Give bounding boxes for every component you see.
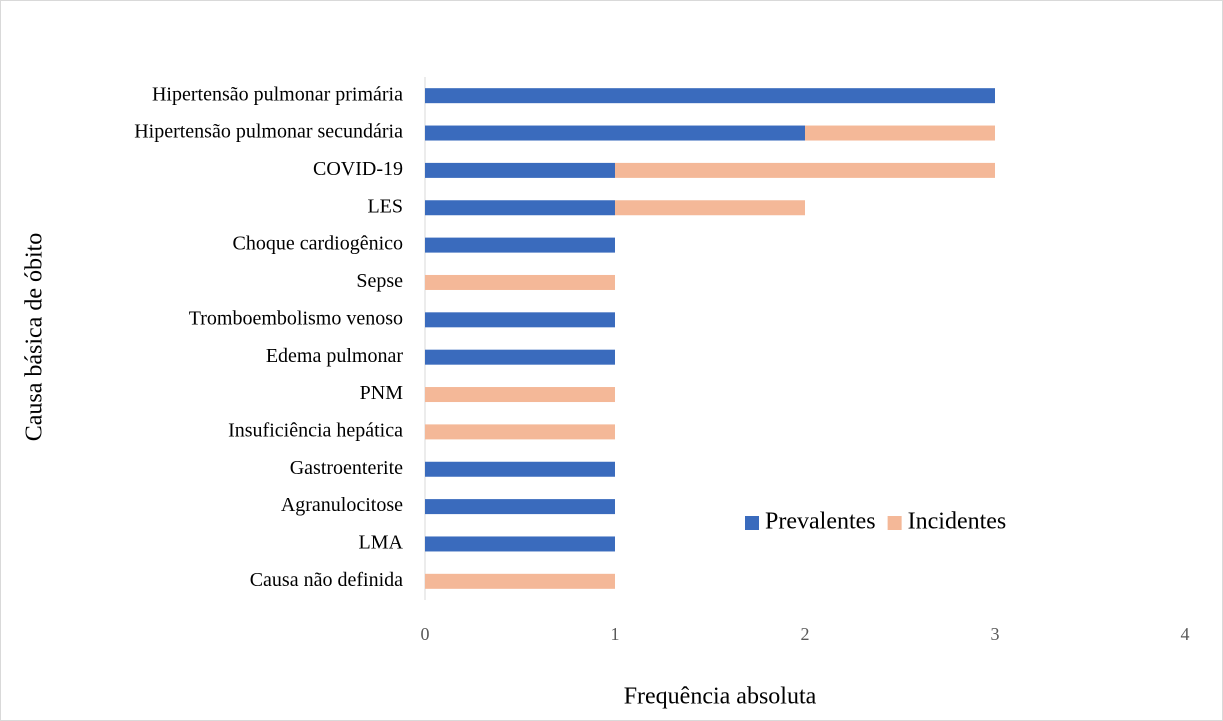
y-tick-label: LMA: [359, 532, 404, 554]
x-tick-label: 1: [611, 624, 620, 644]
bar-segment: [805, 125, 995, 141]
y-tick-label: Tromboembolismo venoso: [189, 307, 403, 329]
y-tick-label: Causa não definida: [250, 569, 403, 591]
bar-segment: [425, 349, 615, 365]
bar-segment: [425, 88, 995, 104]
bar-segment: [425, 461, 615, 477]
x-axis-title: Frequência absoluta: [624, 684, 817, 710]
bar-segment: [615, 200, 805, 216]
y-axis-title: Causa básica de óbito: [22, 233, 48, 442]
y-tick-label: Agranulocitose: [281, 494, 403, 516]
y-tick-label: LES: [367, 195, 403, 217]
bar-segment: [425, 424, 615, 440]
x-tick-label: 2: [801, 624, 810, 644]
bar-segment: [425, 274, 615, 290]
y-tick-label: Hipertensão pulmonar primária: [152, 83, 403, 105]
y-tick-label: COVID-19: [313, 158, 403, 180]
bar-segment: [425, 573, 615, 589]
bar-segment: [615, 162, 995, 178]
y-tick-label: Insuficiência hepática: [228, 419, 403, 441]
x-tick-label: 0: [421, 624, 430, 644]
bar-segment: [425, 536, 615, 552]
y-tick-label: Hipertensão pulmonar secundária: [134, 121, 403, 143]
y-tick-label: PNM: [360, 382, 404, 404]
legend-label: Incidentes: [908, 509, 1007, 535]
legend-label: Prevalentes: [765, 509, 876, 535]
bar-segment: [425, 200, 615, 216]
bar-segment: [425, 499, 615, 515]
y-tick-label: Sepse: [356, 270, 403, 292]
y-tick-label: Edema pulmonar: [266, 345, 404, 367]
y-tick-label: Choque cardiogênico: [233, 233, 404, 255]
bar-segment: [425, 387, 615, 403]
legend-swatch: [887, 516, 902, 530]
x-tick-label: 4: [1181, 624, 1190, 644]
bar-segment: [425, 237, 615, 253]
legend-swatch: [745, 516, 759, 530]
bar-segment: [425, 312, 615, 328]
bar-segment: [425, 125, 805, 141]
x-tick-label: 3: [991, 624, 1000, 644]
bar-segment: [425, 162, 615, 178]
y-tick-label: Gastroenterite: [290, 457, 403, 479]
